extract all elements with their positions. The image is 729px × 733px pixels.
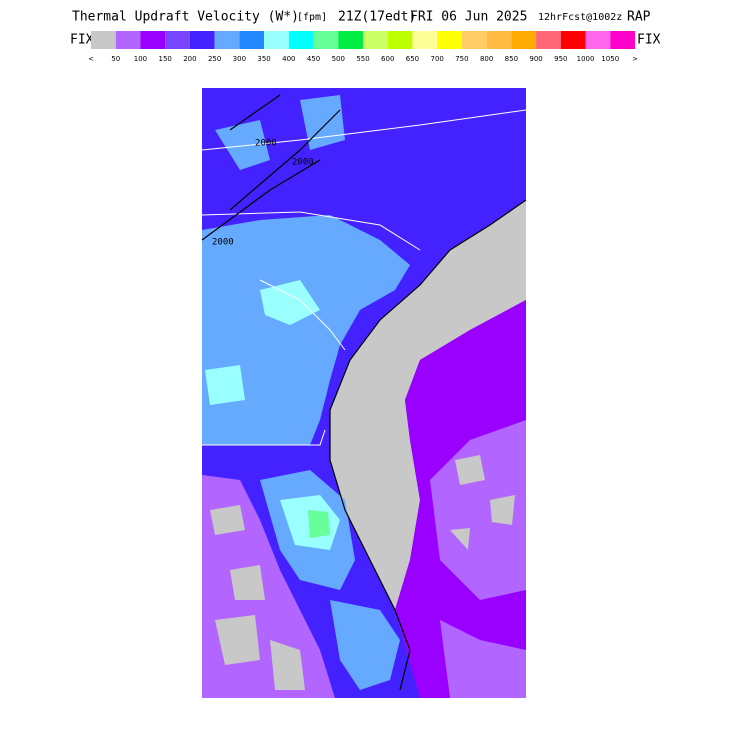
- legend-swatch: [239, 31, 265, 49]
- legend-swatch: [437, 31, 462, 49]
- date: FRI 06 Jun 2025: [410, 10, 527, 25]
- florida-peak: [308, 510, 330, 538]
- legend-label: 600: [381, 55, 394, 63]
- legend-swatch: [461, 31, 487, 49]
- contour-label: 2000: [255, 139, 277, 149]
- legend-swatch: [610, 31, 635, 49]
- legend-label: 200: [183, 55, 196, 63]
- map: 2000 2000 2000: [202, 88, 526, 698]
- legend-label: 400: [282, 55, 295, 63]
- legend-label: 300: [233, 55, 246, 63]
- legend-swatch: [140, 31, 166, 49]
- legend-swatch: [338, 31, 363, 49]
- mountain-zone: [215, 95, 345, 170]
- offshore-light: [430, 420, 526, 698]
- legend-swatch: [91, 31, 116, 49]
- legend-label: 650: [406, 55, 419, 63]
- legend-label: 250: [208, 55, 221, 63]
- ocean-stable: [330, 200, 526, 610]
- forecast: 12hrFcst@1002z: [538, 12, 622, 23]
- title-row: Thermal Updraft Velocity (W*) [fpm] 21Z(…: [72, 10, 651, 25]
- contour-label: 2000: [292, 158, 314, 168]
- high-zone: [205, 280, 320, 405]
- legend-swatch: [189, 31, 215, 49]
- legend-swatch: [313, 31, 339, 49]
- contour-label: 2000: [212, 238, 234, 248]
- legend-label: <: [88, 55, 94, 63]
- legend-swatch: [387, 31, 413, 49]
- legend-label: 350: [257, 55, 270, 63]
- fix-left: FIX: [70, 33, 94, 48]
- legend-swatch: [264, 31, 289, 49]
- legend-swatch: [214, 31, 240, 49]
- legend-label: 150: [158, 55, 171, 63]
- units: [fpm]: [297, 12, 327, 23]
- legend-swatch: [486, 31, 512, 49]
- coastline: [202, 94, 526, 691]
- gulf-gray: [210, 505, 305, 690]
- legend-swatch: [585, 31, 611, 49]
- legend-swatch: [536, 31, 561, 49]
- legend-label: 550: [356, 55, 369, 63]
- legend-label: >: [632, 55, 638, 63]
- legend-label: 750: [455, 55, 468, 63]
- legend: <50 100 150 200 250 300 350 400 450 500 550 600 650 7…: [88, 31, 638, 63]
- legend-label: 900: [529, 55, 542, 63]
- legend-label: 950: [554, 55, 567, 63]
- legend-label: 50: [111, 55, 120, 63]
- legend-swatch: [288, 31, 314, 49]
- fix-right: FIX: [637, 33, 661, 48]
- offshore-gray: [450, 455, 515, 550]
- model: RAP: [627, 10, 651, 25]
- legend-label: 850: [505, 55, 518, 63]
- valid-time: 21Z(17edt): [338, 10, 416, 25]
- legend-swatch: [511, 31, 537, 49]
- legend-label: 100: [134, 55, 147, 63]
- legend-label: 700: [430, 55, 443, 63]
- legend-swatch: [115, 31, 141, 49]
- legend-swatch: [165, 31, 190, 49]
- legend-swatch: [412, 31, 438, 49]
- borders: [202, 109, 526, 446]
- legend-label: 500: [332, 55, 345, 63]
- inland-zone: [202, 215, 410, 445]
- title: Thermal Updraft Velocity (W*): [72, 10, 299, 25]
- legend-label: 1050: [601, 55, 619, 63]
- legend-label: 450: [307, 55, 320, 63]
- legend-label: 1000: [577, 55, 595, 63]
- legend-swatch: [363, 31, 388, 49]
- legend-label: 800: [480, 55, 493, 63]
- legend-swatch: [560, 31, 586, 49]
